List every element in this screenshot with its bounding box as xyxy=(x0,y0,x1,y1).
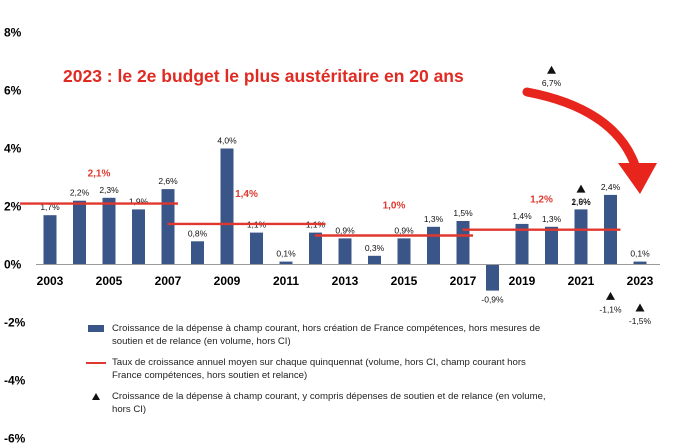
bar-data-label: 2,6% xyxy=(158,176,178,186)
x-tick-label: 2003 xyxy=(37,274,64,288)
y-tick-label: -2% xyxy=(4,316,26,330)
bar-data-label: 1,7% xyxy=(40,202,60,212)
legend-item-average: Taux de croissance annuel moyen sur chaq… xyxy=(86,356,556,382)
y-tick-label: 2% xyxy=(4,200,22,214)
bar xyxy=(368,255,381,265)
x-tick-label: 2017 xyxy=(450,274,477,288)
bar xyxy=(250,232,263,265)
bar xyxy=(633,261,647,265)
bar-data-label: 1,5% xyxy=(453,208,473,218)
bar-data-label: 0,1% xyxy=(630,249,650,259)
bar xyxy=(397,238,411,265)
bar xyxy=(515,223,529,265)
legend-label-bars: Croissance de la dépense à champ courant… xyxy=(112,323,541,347)
y-tick-label: -4% xyxy=(4,374,26,388)
average-label: 1,4% xyxy=(235,189,258,200)
y-tick-label: 0% xyxy=(4,258,22,272)
legend-line-swatch xyxy=(86,362,106,364)
triangle-series: 6,7% 2,6% -1,1% -1,5% xyxy=(542,65,652,326)
bar-data-label: 0,9% xyxy=(335,225,355,235)
triangle-marker xyxy=(606,291,615,300)
triangle-data-label: -1,1% xyxy=(599,304,622,314)
bar-data-label: 1,9% xyxy=(571,196,591,206)
y-tick-label: 8% xyxy=(4,26,22,40)
annotation-arrow xyxy=(522,87,657,194)
x-tick-label: 2023 xyxy=(627,274,654,288)
triangle-data-label: 6,7% xyxy=(542,78,562,88)
bar-data-label: 2,2% xyxy=(70,188,90,198)
bar-series: 1,7%2,2%2,3%1,9%2,6%0,8%4,0%1,1%0,1%1,1%… xyxy=(40,136,650,305)
y-tick-label: 4% xyxy=(4,142,22,156)
y-axis: 8% 6% 4% 2% 0% -2% -4% -6% xyxy=(4,26,26,446)
triangle-data-label: 2,6% xyxy=(571,197,591,207)
x-tick-label: 2009 xyxy=(214,274,241,288)
legend: Croissance de la dépense à champ courant… xyxy=(86,322,556,424)
legend-label-triangles: Croissance de la dépense à champ courant… xyxy=(112,391,546,415)
x-axis: 2003 2005 2007 2009 2011 2013 2015 2017 2019 2021… xyxy=(37,274,654,288)
bar-data-label: 1,9% xyxy=(129,196,149,206)
x-tick-label: 2015 xyxy=(391,274,418,288)
bar-data-label: 0,3% xyxy=(365,243,385,253)
bar-data-label: 1,3% xyxy=(424,214,444,224)
legend-item-bars: Croissance de la dépense à champ courant… xyxy=(86,322,556,348)
bar xyxy=(161,189,175,265)
triangle-marker xyxy=(635,303,645,312)
triangle-marker xyxy=(547,65,556,74)
bar-data-label: 0,9% xyxy=(394,225,414,235)
bar xyxy=(102,197,116,265)
bar xyxy=(427,226,440,265)
bar xyxy=(279,261,293,265)
chart-title: 2023 : le 2e budget le plus austéritaire… xyxy=(63,66,464,86)
average-label: 1,2% xyxy=(530,195,553,206)
bar-data-label: 4,0% xyxy=(217,136,237,146)
triangle-marker xyxy=(576,184,586,193)
triangle-data-label: -1,5% xyxy=(629,316,652,326)
bar xyxy=(486,264,499,291)
bar xyxy=(73,200,86,265)
x-tick-label: 2019 xyxy=(509,274,536,288)
y-tick-label: 6% xyxy=(4,84,22,98)
bar xyxy=(309,232,322,265)
bar xyxy=(191,241,204,265)
bar-data-label: -0,9% xyxy=(481,295,504,305)
average-label: 1,0% xyxy=(383,201,406,212)
bar-data-label: 2,3% xyxy=(99,185,119,195)
bar-data-label: 1,4% xyxy=(512,211,532,221)
bar xyxy=(456,221,470,265)
bar xyxy=(220,148,234,265)
legend-label-average: Taux de croissance annuel moyen sur chaq… xyxy=(112,357,526,381)
x-tick-label: 2013 xyxy=(332,274,359,288)
legend-bar-swatch xyxy=(88,325,104,332)
bar xyxy=(132,209,145,265)
bar xyxy=(545,226,558,265)
x-tick-label: 2005 xyxy=(96,274,123,288)
bar-data-label: 1,3% xyxy=(542,214,562,224)
bar xyxy=(338,238,352,265)
bar-data-label: 0,1% xyxy=(276,249,296,259)
x-tick-label: 2011 xyxy=(273,274,299,288)
average-segments: 2,1% 1,4% 1,0% 1,2% xyxy=(20,169,621,237)
x-tick-label: 2007 xyxy=(155,274,182,288)
bar xyxy=(43,215,57,265)
triangle-icon xyxy=(92,393,100,400)
legend-item-triangles: Croissance de la dépense à champ courant… xyxy=(86,390,556,416)
arrow-curve xyxy=(522,87,641,173)
arrow-head xyxy=(618,163,657,194)
bar xyxy=(574,209,588,265)
bar-data-label: 2,4% xyxy=(601,182,621,192)
x-tick-label: 2021 xyxy=(568,274,595,288)
y-tick-label: -6% xyxy=(4,432,26,446)
bar-data-label: 0,8% xyxy=(188,228,208,238)
average-label: 2,1% xyxy=(88,169,111,180)
